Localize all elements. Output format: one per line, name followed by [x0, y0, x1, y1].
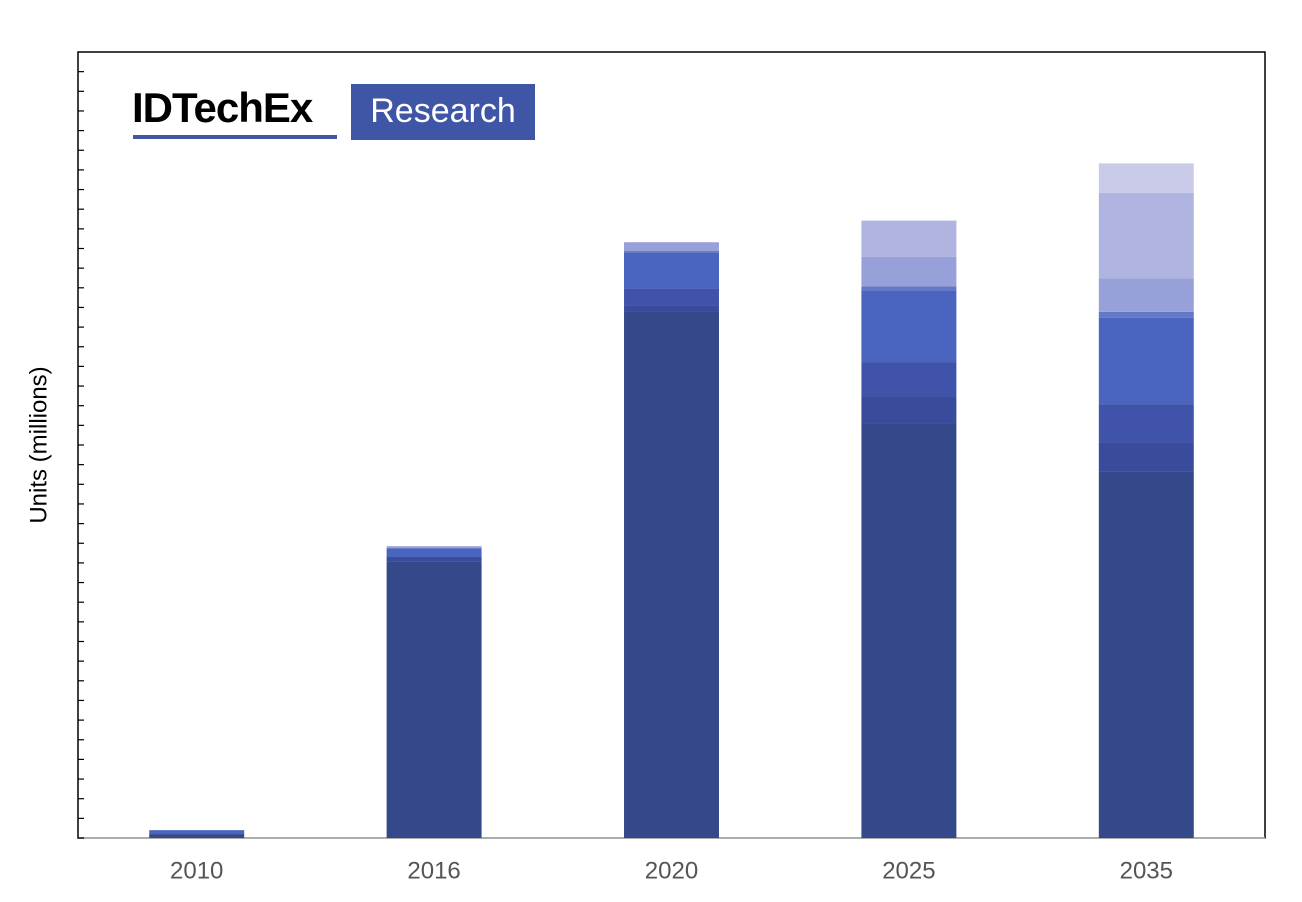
bar-segment: [149, 834, 245, 838]
bar-segment: [386, 561, 482, 838]
bar-segment: [861, 256, 957, 287]
x-tick-label: 2016: [407, 857, 460, 884]
x-tick-label: 2035: [1120, 857, 1173, 884]
bar-segment: [624, 311, 719, 839]
x-tick-label: 2010: [170, 857, 223, 884]
bar-segment: [624, 253, 719, 289]
bar-segment: [624, 251, 719, 254]
bar-segment: [1098, 192, 1194, 279]
x-tick-label: 2020: [645, 857, 698, 884]
bar-segment: [624, 305, 719, 312]
bar-segment: [1098, 442, 1194, 472]
logo: IDTechEx Research: [132, 84, 535, 140]
bar-segment: [386, 557, 482, 562]
bar-segment: [1098, 471, 1194, 838]
y-axis-label: Units (millions): [25, 366, 52, 523]
bar-segment: [861, 423, 957, 838]
bar-segment: [1098, 163, 1194, 193]
bar-segment: [624, 288, 719, 306]
bars: [149, 163, 1194, 839]
bar-segment: [861, 362, 957, 397]
bar-segment: [1098, 311, 1194, 318]
bar-segment: [1098, 278, 1194, 312]
logo-brand: IDTechEx: [132, 84, 314, 131]
bar-segment: [386, 546, 482, 549]
x-tick-label: 2025: [882, 857, 935, 884]
bar-segment: [861, 290, 957, 363]
bar-segment: [624, 242, 719, 252]
bar-segment: [386, 548, 482, 558]
bar-segment: [861, 286, 957, 291]
bar-segment: [149, 830, 245, 835]
bar-segment: [861, 220, 957, 257]
bar-segment: [1098, 317, 1194, 405]
bar-segment: [1098, 404, 1194, 443]
logo-tag: Research: [370, 92, 516, 130]
logo-box: [351, 84, 535, 140]
bar-segment: [861, 396, 957, 424]
logo-underline: [133, 135, 337, 139]
